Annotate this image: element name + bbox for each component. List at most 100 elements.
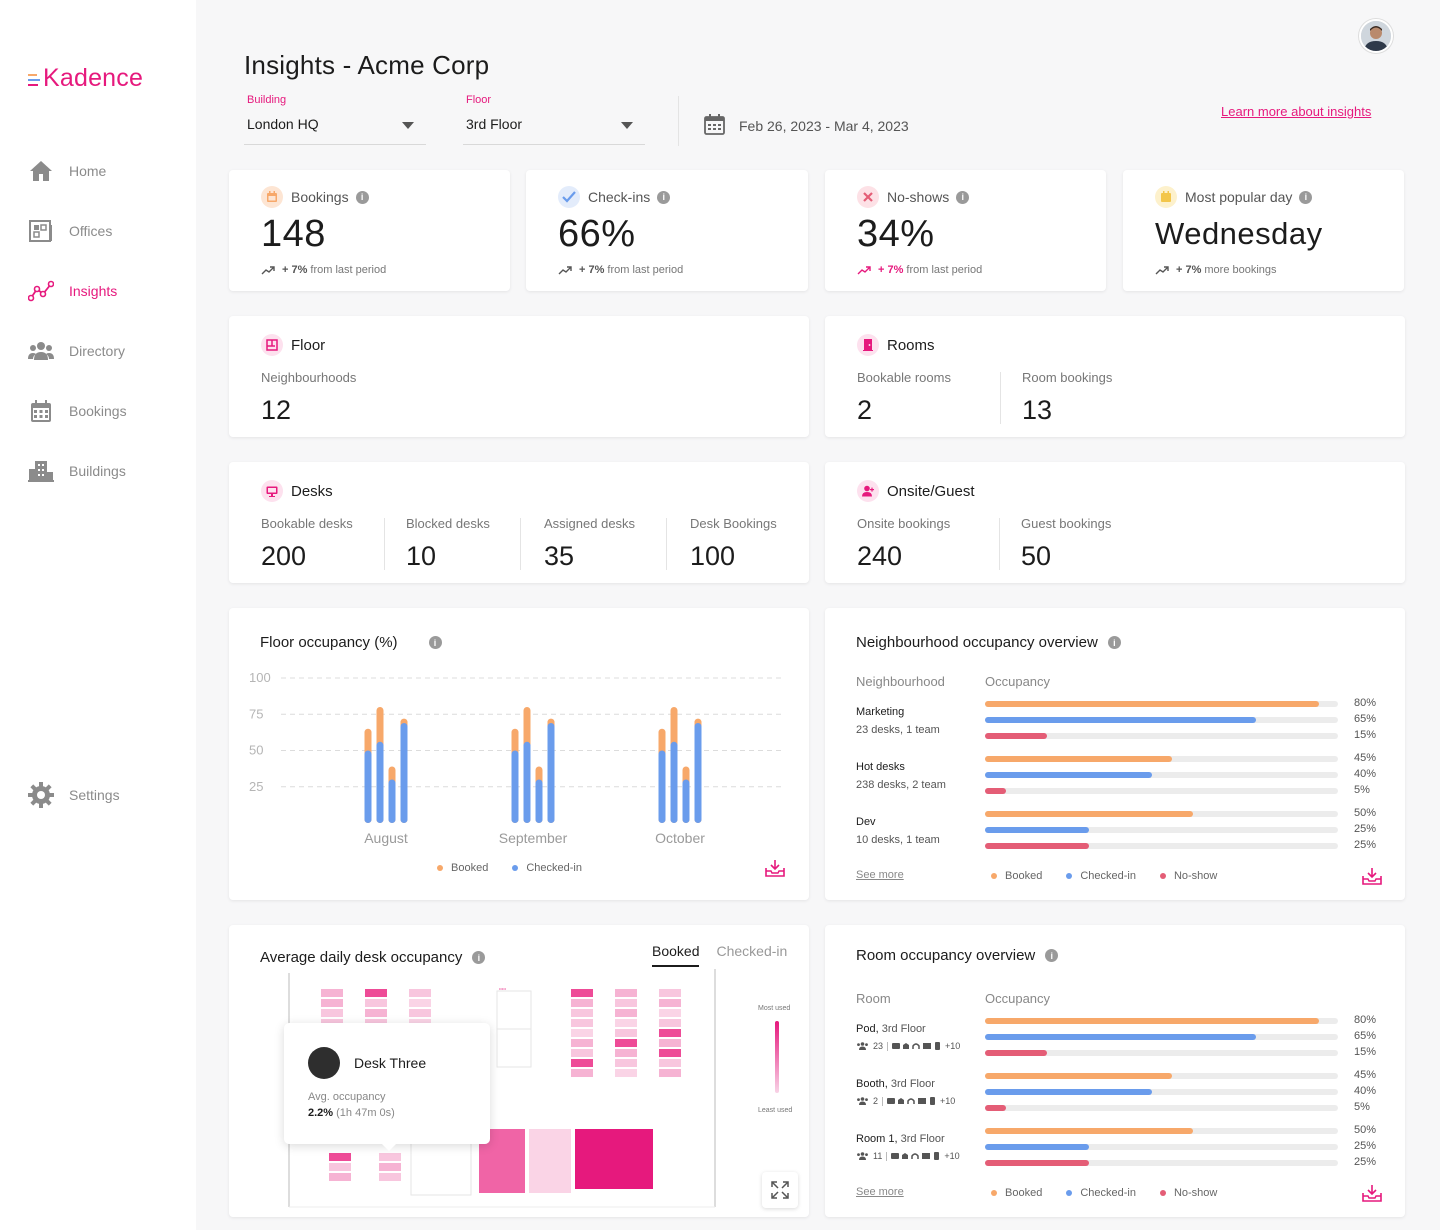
occupancy-tabs: Booked Checked-in xyxy=(652,943,804,967)
avatar-photo-icon xyxy=(1361,21,1391,51)
card-title: Neighbourhood occupancy overview xyxy=(856,634,1098,651)
occupancy-track xyxy=(985,1050,1338,1056)
info-icon[interactable]: i xyxy=(428,636,442,649)
bar-checked-in[interactable] xyxy=(670,741,678,823)
blocked-desks-metric: Blocked desks 10 xyxy=(406,516,490,572)
bar-checked-in[interactable] xyxy=(511,750,519,824)
bookings-icon xyxy=(261,186,283,208)
metric-value: 10 xyxy=(406,541,437,571)
nav-buildings[interactable]: Buildings xyxy=(28,458,126,484)
legend-checked-in: Checked-in xyxy=(1066,1187,1136,1199)
date-range-text: Feb 26, 2023 - Mar 4, 2023 xyxy=(739,118,909,134)
stat-value: 34% xyxy=(857,213,935,255)
meta-divider xyxy=(887,1041,889,1051)
bar-checked-in[interactable] xyxy=(364,750,372,824)
room-amenities: 11 +10 xyxy=(856,1151,960,1161)
chart-title-row: Room occupancy overview i xyxy=(856,947,1059,964)
room-floor: 3rd Floor xyxy=(881,1023,926,1035)
user-avatar[interactable] xyxy=(1359,19,1393,53)
metric-divider xyxy=(666,518,667,570)
info-icon[interactable]: i xyxy=(1107,636,1121,649)
tab-checked-in[interactable]: Checked-in xyxy=(716,943,788,959)
info-icon[interactable]: i xyxy=(1299,190,1313,204)
stat-delta-text: from last period xyxy=(310,264,387,276)
row-name: Booth, 3rd Floor xyxy=(856,1078,935,1090)
download-icon[interactable] xyxy=(1362,1184,1382,1207)
desk-bookings-metric: Desk Bookings 100 xyxy=(690,516,777,572)
checkmark-icon xyxy=(558,186,580,208)
close-icon xyxy=(857,186,879,208)
bar-checked-in[interactable] xyxy=(694,722,702,823)
kadence-logo[interactable]: Kadence xyxy=(28,64,143,93)
metric-value: 12 xyxy=(261,395,292,425)
offices-icon xyxy=(28,218,54,244)
room-floor: 3rd Floor xyxy=(890,1078,935,1090)
nav-label: Bookings xyxy=(69,403,127,419)
legend-booked: Booked xyxy=(991,870,1042,882)
tooltip-percent: 2.2% xyxy=(308,1107,334,1119)
occupancy-fill-noshow xyxy=(985,1050,1048,1056)
bar-checked-in[interactable] xyxy=(400,722,408,823)
learn-more-link[interactable]: Learn more about insights xyxy=(1221,104,1372,119)
building-select[interactable]: Building London HQ xyxy=(244,94,426,145)
trend-up-icon xyxy=(558,266,572,275)
insights-icon xyxy=(28,278,54,304)
info-icon[interactable]: i xyxy=(472,951,486,964)
stat-value: 66% xyxy=(558,213,636,255)
nav-insights[interactable]: Insights xyxy=(28,278,117,304)
stat-delta-text: more bookings xyxy=(1204,264,1277,276)
occupancy-percent: 25% xyxy=(1354,1140,1377,1152)
nav-bookings[interactable]: Bookings xyxy=(28,398,127,424)
room-amenities: 2 +10 xyxy=(856,1096,955,1106)
info-icon[interactable]: i xyxy=(956,190,970,204)
y-tick-label: 25 xyxy=(249,779,263,794)
see-more-link[interactable]: See more xyxy=(856,869,904,881)
bar-checked-in[interactable] xyxy=(535,779,543,824)
floor-select[interactable]: Floor 3rd Floor xyxy=(463,94,645,145)
bar-checked-in[interactable] xyxy=(388,779,396,824)
desk-tooltip: Desk Three Avg. occupancy 2.2% (1h 47m 0… xyxy=(284,1023,490,1151)
bar-checked-in[interactable] xyxy=(658,750,666,824)
nav-settings[interactable]: Settings xyxy=(28,782,120,808)
nav-directory[interactable]: Directory xyxy=(28,338,125,364)
metric-divider xyxy=(384,518,385,570)
occupancy-track xyxy=(985,1105,1338,1111)
nav-label: Directory xyxy=(69,343,126,359)
amenities-more: +10 xyxy=(940,1096,956,1106)
chart-title-row: Neighbourhood occupancy overview i xyxy=(856,634,1121,651)
nav-label: Offices xyxy=(69,223,113,239)
nav-offices[interactable]: Offices xyxy=(28,218,112,244)
download-icon[interactable] xyxy=(765,859,785,882)
stat-label: No-shows xyxy=(887,189,950,205)
popular-day-stat-card: Most popular day i Wednesday + 7% more b… xyxy=(1123,170,1404,291)
occupancy-track xyxy=(985,1144,1338,1150)
bar-checked-in[interactable] xyxy=(376,741,384,823)
bar-checked-in[interactable] xyxy=(523,741,531,823)
legend-label: Checked-in xyxy=(526,862,582,874)
metric-value: 50 xyxy=(1021,541,1052,571)
metric-value: 100 xyxy=(690,541,736,571)
info-icon[interactable]: i xyxy=(355,190,369,204)
floor-plan-icon xyxy=(261,334,283,356)
room-bookings-metric: Room bookings 13 xyxy=(1022,370,1112,426)
info-icon[interactable]: i xyxy=(1045,949,1059,962)
user-icon xyxy=(857,480,879,502)
occupancy-fill-booked xyxy=(985,701,1319,707)
chevron-down-icon xyxy=(402,122,414,129)
occupancy-track xyxy=(985,1160,1338,1166)
occupancy-legend: Booked Checked-in No-show xyxy=(991,1187,1241,1199)
bar-checked-in[interactable] xyxy=(547,722,555,823)
floor-value: 3rd Floor xyxy=(466,116,523,132)
svg-text:•••••: ••••• xyxy=(499,986,507,991)
occupancy-fill-checked xyxy=(985,827,1090,833)
expand-button[interactable] xyxy=(762,1172,798,1208)
see-more-link[interactable]: See more xyxy=(856,1186,904,1198)
metric-divider xyxy=(520,518,521,570)
nav-home[interactable]: Home xyxy=(28,158,106,184)
bar-checked-in[interactable] xyxy=(682,779,690,824)
download-icon[interactable] xyxy=(1362,867,1382,890)
tab-booked[interactable]: Booked xyxy=(652,943,700,967)
stat-value: 148 xyxy=(261,213,326,255)
info-icon[interactable]: i xyxy=(657,190,671,204)
date-range-picker[interactable]: Feb 26, 2023 - Mar 4, 2023 xyxy=(704,114,909,138)
